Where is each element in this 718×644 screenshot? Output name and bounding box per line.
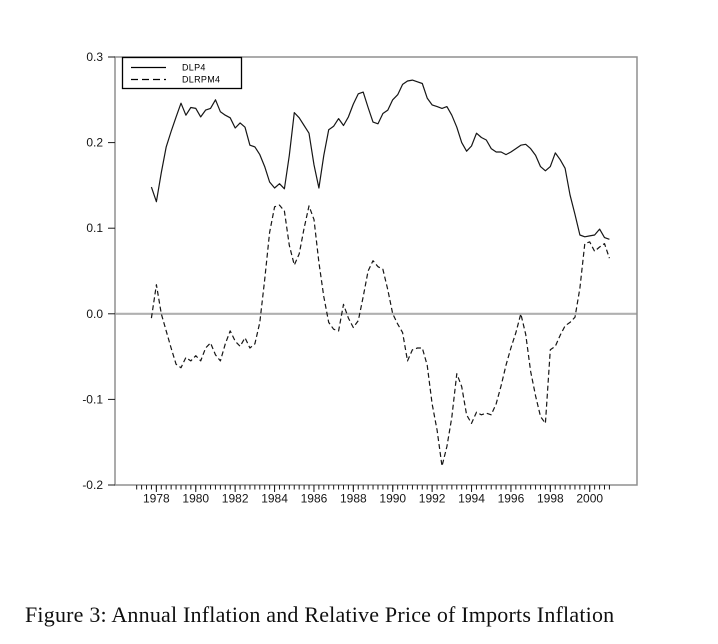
x-axis-tick-label: 1988 (340, 492, 367, 506)
y-axis-tick-label: 0.0 (86, 307, 103, 321)
x-axis-tick-label: 1978 (143, 492, 170, 506)
series-layer (150, 79, 610, 467)
legend: DLP4 DLRPM4 (121, 56, 243, 90)
x-axis-tick-label: 1992 (419, 492, 446, 506)
y-axis-tick-label: 0.1 (86, 221, 103, 235)
x-axis-tick-label: 2000 (576, 492, 603, 506)
series-line-dlp4 (150, 79, 610, 240)
x-axis-tick-label: 1998 (537, 492, 564, 506)
legend-label-dlrpm4: DLRPM4 (182, 75, 220, 85)
series-line-dlrpm4 (150, 204, 610, 467)
x-axis-tick-label: 1982 (222, 492, 249, 506)
y-axis-tick-label: -0.1 (82, 392, 103, 406)
axes-layer: 1978 1980 1982 1984 1986 1988 1990 1992 1994 1996… (82, 50, 638, 506)
y-axis-tick-label: 0.2 (86, 136, 103, 150)
legend-box (121, 56, 243, 90)
figure-caption: Figure 3: Annual Inflation and Relative … (25, 602, 615, 627)
x-axis-tick-label: 1984 (261, 492, 288, 506)
y-axis-tick-label: 0.3 (86, 50, 103, 64)
x-axis-tick-label: 1986 (301, 492, 328, 506)
x-axis-tick-label: 1990 (379, 492, 406, 506)
y-axis-tick-label: -0.2 (82, 478, 103, 492)
x-axis-tick-label: 1996 (498, 492, 525, 506)
plot-frame (114, 56, 638, 486)
x-axis-tick-label: 1980 (182, 492, 209, 506)
legend-label-dlp4: DLP4 (182, 63, 206, 73)
x-axis-tick-label: 1994 (458, 492, 485, 506)
